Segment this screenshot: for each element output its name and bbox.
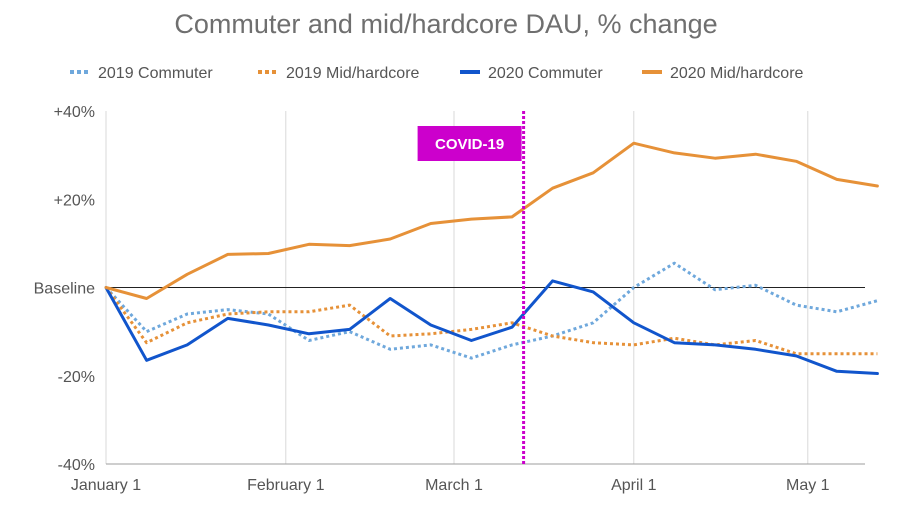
series-line: [104, 279, 879, 375]
series-line: [104, 286, 878, 356]
axes: January 1 February 1 March 1 April 1 May 1 +4…: [34, 104, 830, 494]
covid-label: COVID-19: [435, 136, 504, 153]
x-tick-label: January 1: [71, 477, 141, 494]
grid: [105, 111, 865, 465]
y-tick-label: -20%: [58, 369, 95, 386]
series-layer: [104, 141, 879, 375]
x-tick-label: March 1: [425, 477, 483, 494]
y-tick-label: -40%: [58, 457, 95, 474]
covid-label-box: [417, 126, 522, 161]
legend: 2019 Commuter 2019 Mid/hardcore 2020 Commu…: [70, 65, 804, 82]
x-tick-label: May 1: [786, 477, 830, 494]
y-tick-label: Baseline: [34, 281, 95, 298]
legend-label: 2019 Commuter: [98, 65, 213, 82]
y-tick-label: +40%: [54, 104, 95, 121]
series-line: [104, 141, 879, 300]
x-tick-label: April 1: [611, 477, 656, 494]
annotation-layer: COVID-19: [417, 111, 526, 464]
legend-label: 2019 Mid/hardcore: [286, 65, 420, 82]
x-tick-label: February 1: [247, 477, 324, 494]
series-line: [104, 261, 878, 360]
y-tick-label: +20%: [54, 192, 95, 209]
legend-label: 2020 Mid/hardcore: [670, 65, 804, 82]
legend-label: 2020 Commuter: [488, 65, 603, 82]
chart-title: Commuter and mid/hardcore DAU, % change: [174, 9, 717, 39]
